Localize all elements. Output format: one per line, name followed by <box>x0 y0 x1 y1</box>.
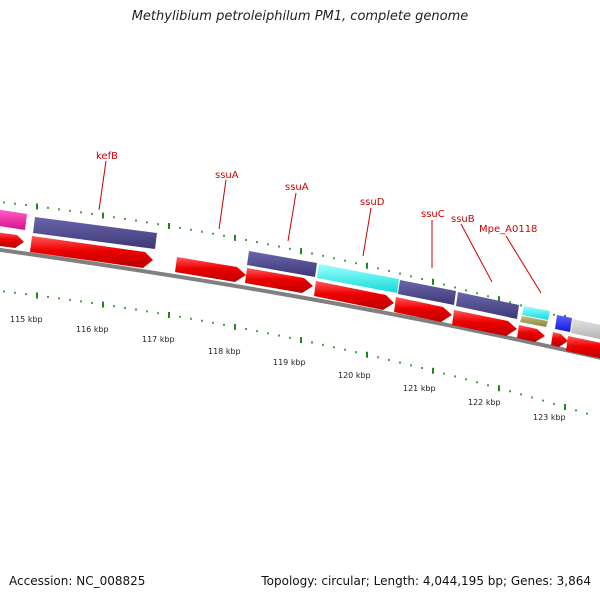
upper-tick-marks <box>3 201 588 326</box>
scale-label: 120 kbp <box>338 371 371 380</box>
feature-purple-block <box>456 292 519 319</box>
scale-label: 116 kbp <box>76 325 109 334</box>
feature-cyan-block <box>522 306 550 320</box>
cds-arrow <box>394 297 452 322</box>
scale-label: 118 kbp <box>208 347 241 356</box>
feature-purple-block <box>247 251 317 277</box>
feature-olive-block <box>520 316 548 327</box>
gene-label: ssuA <box>215 170 239 181</box>
genome-stats-text: Topology: circular; Length: 4,044,195 bp… <box>261 574 591 588</box>
cds-arrow <box>30 236 153 268</box>
gene-label: kefB <box>96 151 118 162</box>
cds-arrow <box>551 332 568 347</box>
feature-row-1 <box>0 209 600 340</box>
accession-text: Accession: NC_008825 <box>9 574 146 588</box>
backbone <box>0 247 600 360</box>
scale-label: 123 kbp <box>533 413 566 422</box>
cds-arrow <box>566 336 600 359</box>
scale-label: 121 kbp <box>403 384 436 393</box>
gene-label: ssuA <box>285 182 309 193</box>
scale-label: 115 kbp <box>10 315 43 324</box>
feature-blue-block <box>555 315 572 332</box>
cds-arrow <box>517 325 545 342</box>
feature-purple-block <box>33 217 157 249</box>
cds-arrow <box>175 257 246 282</box>
feature-purple-block <box>398 280 456 305</box>
map-title: Methylibium petroleiphilum PM1, complete… <box>131 9 469 24</box>
cds-arrow <box>452 310 517 336</box>
gene-label: Mpe_A0118 <box>479 224 537 235</box>
gene-label-leaders <box>98 160 542 294</box>
feature-cyan-block <box>317 264 399 293</box>
gene-label: ssuC <box>421 209 445 220</box>
feature-grey-block <box>571 319 600 340</box>
scale-label: 117 kbp <box>142 335 175 344</box>
scale-labels: 115 kbp 116 kbp 117 kbp 118 kbp 119 kbp … <box>10 315 566 422</box>
cds-arrow <box>0 232 24 248</box>
scale-label: 122 kbp <box>468 398 501 407</box>
gene-labels: kefB ssuA ssuA ssuD ssuC ssuB Mpe_A0118 <box>96 151 537 235</box>
scale-label: 119 kbp <box>273 358 306 367</box>
lower-tick-marks <box>3 290 588 415</box>
cds-arrows <box>0 232 600 359</box>
gene-label: ssuB <box>451 214 475 225</box>
cds-arrow <box>245 268 313 293</box>
feature-magenta-block <box>0 209 27 230</box>
gene-label: ssuD <box>360 197 385 208</box>
cds-arrow <box>314 281 394 310</box>
